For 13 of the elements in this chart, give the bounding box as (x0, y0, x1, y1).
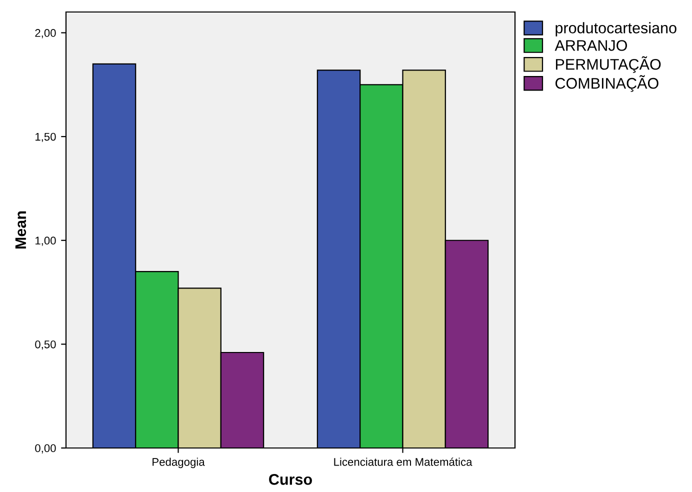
legend-label: PERMUTAÇÃO (556, 56, 661, 73)
y-tick-label: 1,50 (36, 132, 56, 142)
x-tick-label: Licenciatura em Matemática (334, 458, 472, 466)
y-tick-label: 0,50 (35, 340, 56, 350)
legend-label: ARRANJO (554, 40, 627, 51)
x-tick-label: Pedagogia (152, 458, 205, 468)
legend-label: COMBINAÇÃO (556, 75, 658, 92)
y-tick-label: 1,00 (36, 236, 56, 246)
x-axis-title: Curso (269, 474, 312, 485)
y-tick-label: 0,00 (35, 444, 56, 454)
y-axis-title: Mean (15, 211, 26, 249)
y-tick-label: 2,00 (35, 29, 56, 38)
legend-label: produtocartesiano (556, 22, 676, 36)
